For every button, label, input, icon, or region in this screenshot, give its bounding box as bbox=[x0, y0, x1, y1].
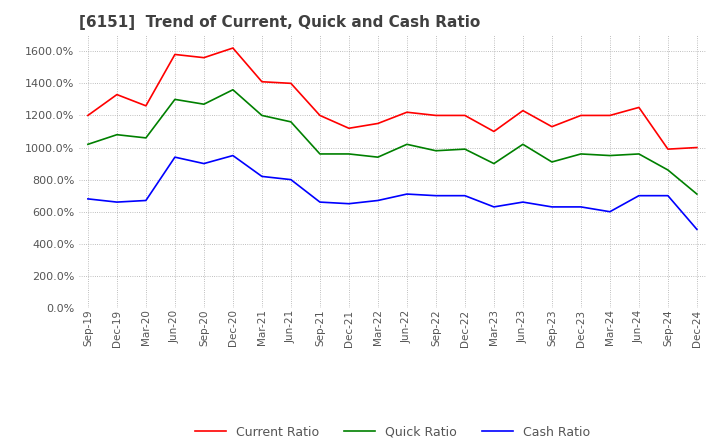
Current Ratio bbox=[258, 79, 266, 84]
Line: Cash Ratio: Cash Ratio bbox=[88, 156, 697, 229]
Quick Ratio bbox=[345, 151, 354, 157]
Current Ratio bbox=[142, 103, 150, 108]
Cash Ratio bbox=[142, 198, 150, 203]
Current Ratio bbox=[431, 113, 440, 118]
Current Ratio bbox=[548, 124, 557, 129]
Quick Ratio bbox=[548, 159, 557, 165]
Current Ratio bbox=[402, 110, 411, 115]
Cash Ratio bbox=[634, 193, 643, 198]
Quick Ratio bbox=[315, 151, 324, 157]
Current Ratio bbox=[577, 113, 585, 118]
Current Ratio bbox=[518, 108, 527, 113]
Legend: Current Ratio, Quick Ratio, Cash Ratio: Current Ratio, Quick Ratio, Cash Ratio bbox=[189, 421, 595, 440]
Cash Ratio bbox=[374, 198, 382, 203]
Quick Ratio bbox=[199, 102, 208, 107]
Current Ratio bbox=[634, 105, 643, 110]
Cash Ratio bbox=[402, 191, 411, 197]
Cash Ratio bbox=[315, 199, 324, 205]
Quick Ratio bbox=[228, 87, 237, 92]
Current Ratio bbox=[287, 81, 295, 86]
Current Ratio bbox=[461, 113, 469, 118]
Quick Ratio bbox=[664, 167, 672, 172]
Current Ratio bbox=[315, 113, 324, 118]
Quick Ratio bbox=[374, 154, 382, 160]
Cash Ratio bbox=[287, 177, 295, 182]
Cash Ratio bbox=[693, 227, 701, 232]
Current Ratio bbox=[374, 121, 382, 126]
Current Ratio bbox=[606, 113, 614, 118]
Current Ratio bbox=[112, 92, 121, 97]
Cash Ratio bbox=[199, 161, 208, 166]
Quick Ratio bbox=[402, 142, 411, 147]
Quick Ratio bbox=[518, 142, 527, 147]
Cash Ratio bbox=[518, 199, 527, 205]
Line: Current Ratio: Current Ratio bbox=[88, 48, 697, 149]
Quick Ratio bbox=[258, 113, 266, 118]
Cash Ratio bbox=[548, 204, 557, 209]
Quick Ratio bbox=[431, 148, 440, 154]
Quick Ratio bbox=[634, 151, 643, 157]
Quick Ratio bbox=[577, 151, 585, 157]
Cash Ratio bbox=[577, 204, 585, 209]
Quick Ratio bbox=[490, 161, 498, 166]
Cash Ratio bbox=[112, 199, 121, 205]
Current Ratio bbox=[490, 129, 498, 134]
Quick Ratio bbox=[693, 191, 701, 197]
Cash Ratio bbox=[345, 201, 354, 206]
Quick Ratio bbox=[84, 142, 92, 147]
Cash Ratio bbox=[171, 154, 179, 160]
Cash Ratio bbox=[490, 204, 498, 209]
Line: Quick Ratio: Quick Ratio bbox=[88, 90, 697, 194]
Quick Ratio bbox=[461, 147, 469, 152]
Current Ratio bbox=[84, 113, 92, 118]
Cash Ratio bbox=[258, 174, 266, 179]
Cash Ratio bbox=[461, 193, 469, 198]
Current Ratio bbox=[664, 147, 672, 152]
Cash Ratio bbox=[664, 193, 672, 198]
Quick Ratio bbox=[112, 132, 121, 137]
Cash Ratio bbox=[84, 196, 92, 202]
Current Ratio bbox=[199, 55, 208, 60]
Current Ratio bbox=[345, 126, 354, 131]
Text: [6151]  Trend of Current, Quick and Cash Ratio: [6151] Trend of Current, Quick and Cash … bbox=[79, 15, 480, 30]
Quick Ratio bbox=[287, 119, 295, 125]
Cash Ratio bbox=[431, 193, 440, 198]
Current Ratio bbox=[228, 45, 237, 51]
Current Ratio bbox=[171, 52, 179, 57]
Current Ratio bbox=[693, 145, 701, 150]
Cash Ratio bbox=[228, 153, 237, 158]
Cash Ratio bbox=[606, 209, 614, 214]
Quick Ratio bbox=[142, 135, 150, 140]
Quick Ratio bbox=[171, 97, 179, 102]
Quick Ratio bbox=[606, 153, 614, 158]
